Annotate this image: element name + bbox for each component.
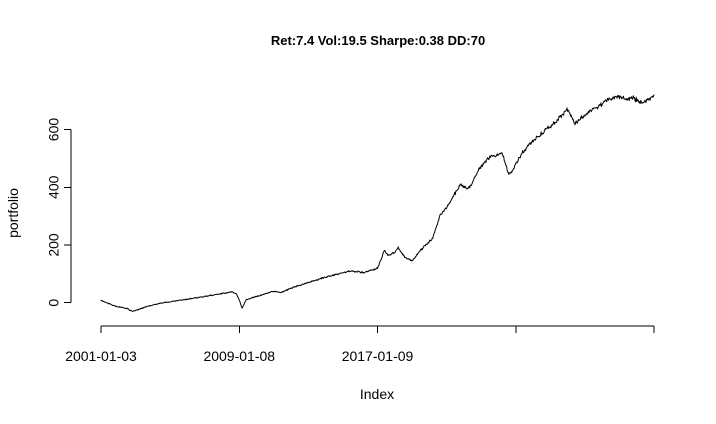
y-tick-label-0: 0 (46, 299, 62, 307)
x-axis-label: Index (360, 386, 394, 402)
y-tick-label-3: 600 (46, 118, 62, 142)
y-axis-label: portfolio (5, 188, 21, 238)
x-tick-label-2: 2017-01-09 (342, 348, 414, 364)
x-tick-label-1: 2009-01-08 (203, 348, 275, 364)
y-tick-label-1: 200 (46, 233, 62, 257)
plot-layer: 2001-01-03 2009-01-08 2017-01-09 0 200 400 600 (46, 94, 655, 364)
series-line-0 (100, 94, 655, 312)
x-tick-label-0: 2001-01-03 (65, 348, 137, 364)
chart-title: Ret:7.4 Vol:19.5 Sharpe:0.38 DD:70 (271, 33, 485, 48)
y-tick-label-2: 400 (46, 175, 62, 199)
